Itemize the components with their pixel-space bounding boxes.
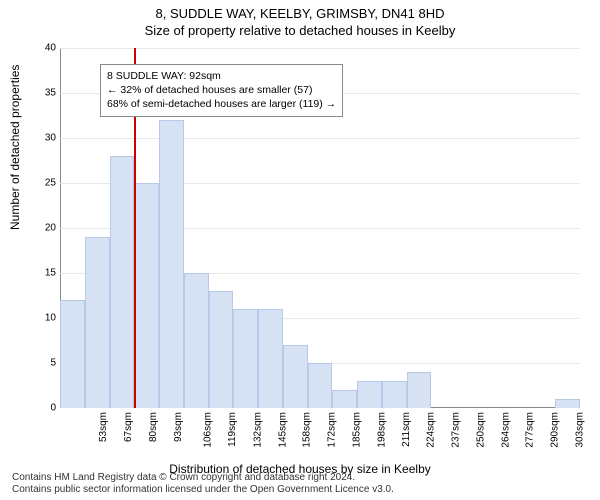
page-title: 8, SUDDLE WAY, KEELBY, GRIMSBY, DN41 8HD xyxy=(0,6,600,21)
histogram-bar xyxy=(332,390,357,408)
x-tick-label: 277sqm xyxy=(525,412,536,448)
histogram-bar xyxy=(258,309,283,408)
grid-line xyxy=(60,48,580,49)
histogram-bar xyxy=(233,309,258,408)
y-tick-label: 40 xyxy=(44,43,56,54)
x-tick-label: 119sqm xyxy=(227,412,238,447)
histogram-bar xyxy=(283,345,308,408)
x-tick-label: 211sqm xyxy=(400,412,411,447)
histogram-bar xyxy=(134,183,159,408)
footer-line-1: Contains HM Land Registry data © Crown c… xyxy=(12,472,394,484)
histogram-bar xyxy=(85,237,110,408)
grid-line xyxy=(60,138,580,139)
x-tick-label: 237sqm xyxy=(451,412,462,448)
y-tick-label: 35 xyxy=(44,88,56,99)
x-tick-label: 106sqm xyxy=(203,412,214,448)
histogram-bar xyxy=(555,399,580,408)
histogram-bar xyxy=(382,381,407,408)
x-tick-label: 172sqm xyxy=(327,412,338,448)
histogram-bar xyxy=(159,120,184,408)
chart-area: 8 SUDDLE WAY: 92sqm← 32% of detached hou… xyxy=(60,48,580,408)
y-tick-label: 0 xyxy=(44,403,56,414)
histogram-bar xyxy=(60,300,85,408)
histogram-bar xyxy=(209,291,234,408)
histogram-bar xyxy=(407,372,432,408)
y-tick-label: 15 xyxy=(44,268,56,279)
annotation-line-3: 68% of semi-detached houses are larger (… xyxy=(107,97,336,111)
x-tick-label: 132sqm xyxy=(253,412,264,448)
x-tick-label: 145sqm xyxy=(277,412,288,448)
x-tick-label: 158sqm xyxy=(302,412,313,448)
page-subtitle: Size of property relative to detached ho… xyxy=(0,23,600,38)
footer-line-2: Contains public sector information licen… xyxy=(12,484,394,496)
y-tick-label: 25 xyxy=(44,178,56,189)
x-tick-label: 53sqm xyxy=(98,412,109,442)
x-tick-label: 224sqm xyxy=(426,412,437,448)
histogram-bar xyxy=(110,156,135,408)
y-tick-label: 20 xyxy=(44,223,56,234)
x-tick-label: 67sqm xyxy=(123,412,134,442)
y-axis-label: Number of detached properties xyxy=(8,65,22,230)
y-tick-label: 30 xyxy=(44,133,56,144)
footer-credits: Contains HM Land Registry data © Crown c… xyxy=(12,472,394,496)
histogram-bar xyxy=(357,381,382,408)
x-tick-label: 250sqm xyxy=(475,412,486,448)
histogram-bar xyxy=(308,363,333,408)
x-tick-label: 93sqm xyxy=(173,412,184,442)
y-tick-label: 10 xyxy=(44,313,56,324)
x-tick-label: 198sqm xyxy=(376,412,387,448)
annotation-line-2: ← 32% of detached houses are smaller (57… xyxy=(107,83,336,97)
x-tick-label: 264sqm xyxy=(500,412,511,448)
histogram-bar xyxy=(184,273,209,408)
x-tick-label: 303sqm xyxy=(574,412,585,448)
x-tick-label: 80sqm xyxy=(148,412,159,442)
histogram-plot: 8 SUDDLE WAY: 92sqm← 32% of detached hou… xyxy=(60,48,580,408)
x-tick-label: 185sqm xyxy=(352,412,363,448)
annotation-box: 8 SUDDLE WAY: 92sqm← 32% of detached hou… xyxy=(100,64,343,117)
x-tick-label: 290sqm xyxy=(550,412,561,448)
y-tick-label: 5 xyxy=(44,358,56,369)
annotation-line-1: 8 SUDDLE WAY: 92sqm xyxy=(107,69,336,83)
